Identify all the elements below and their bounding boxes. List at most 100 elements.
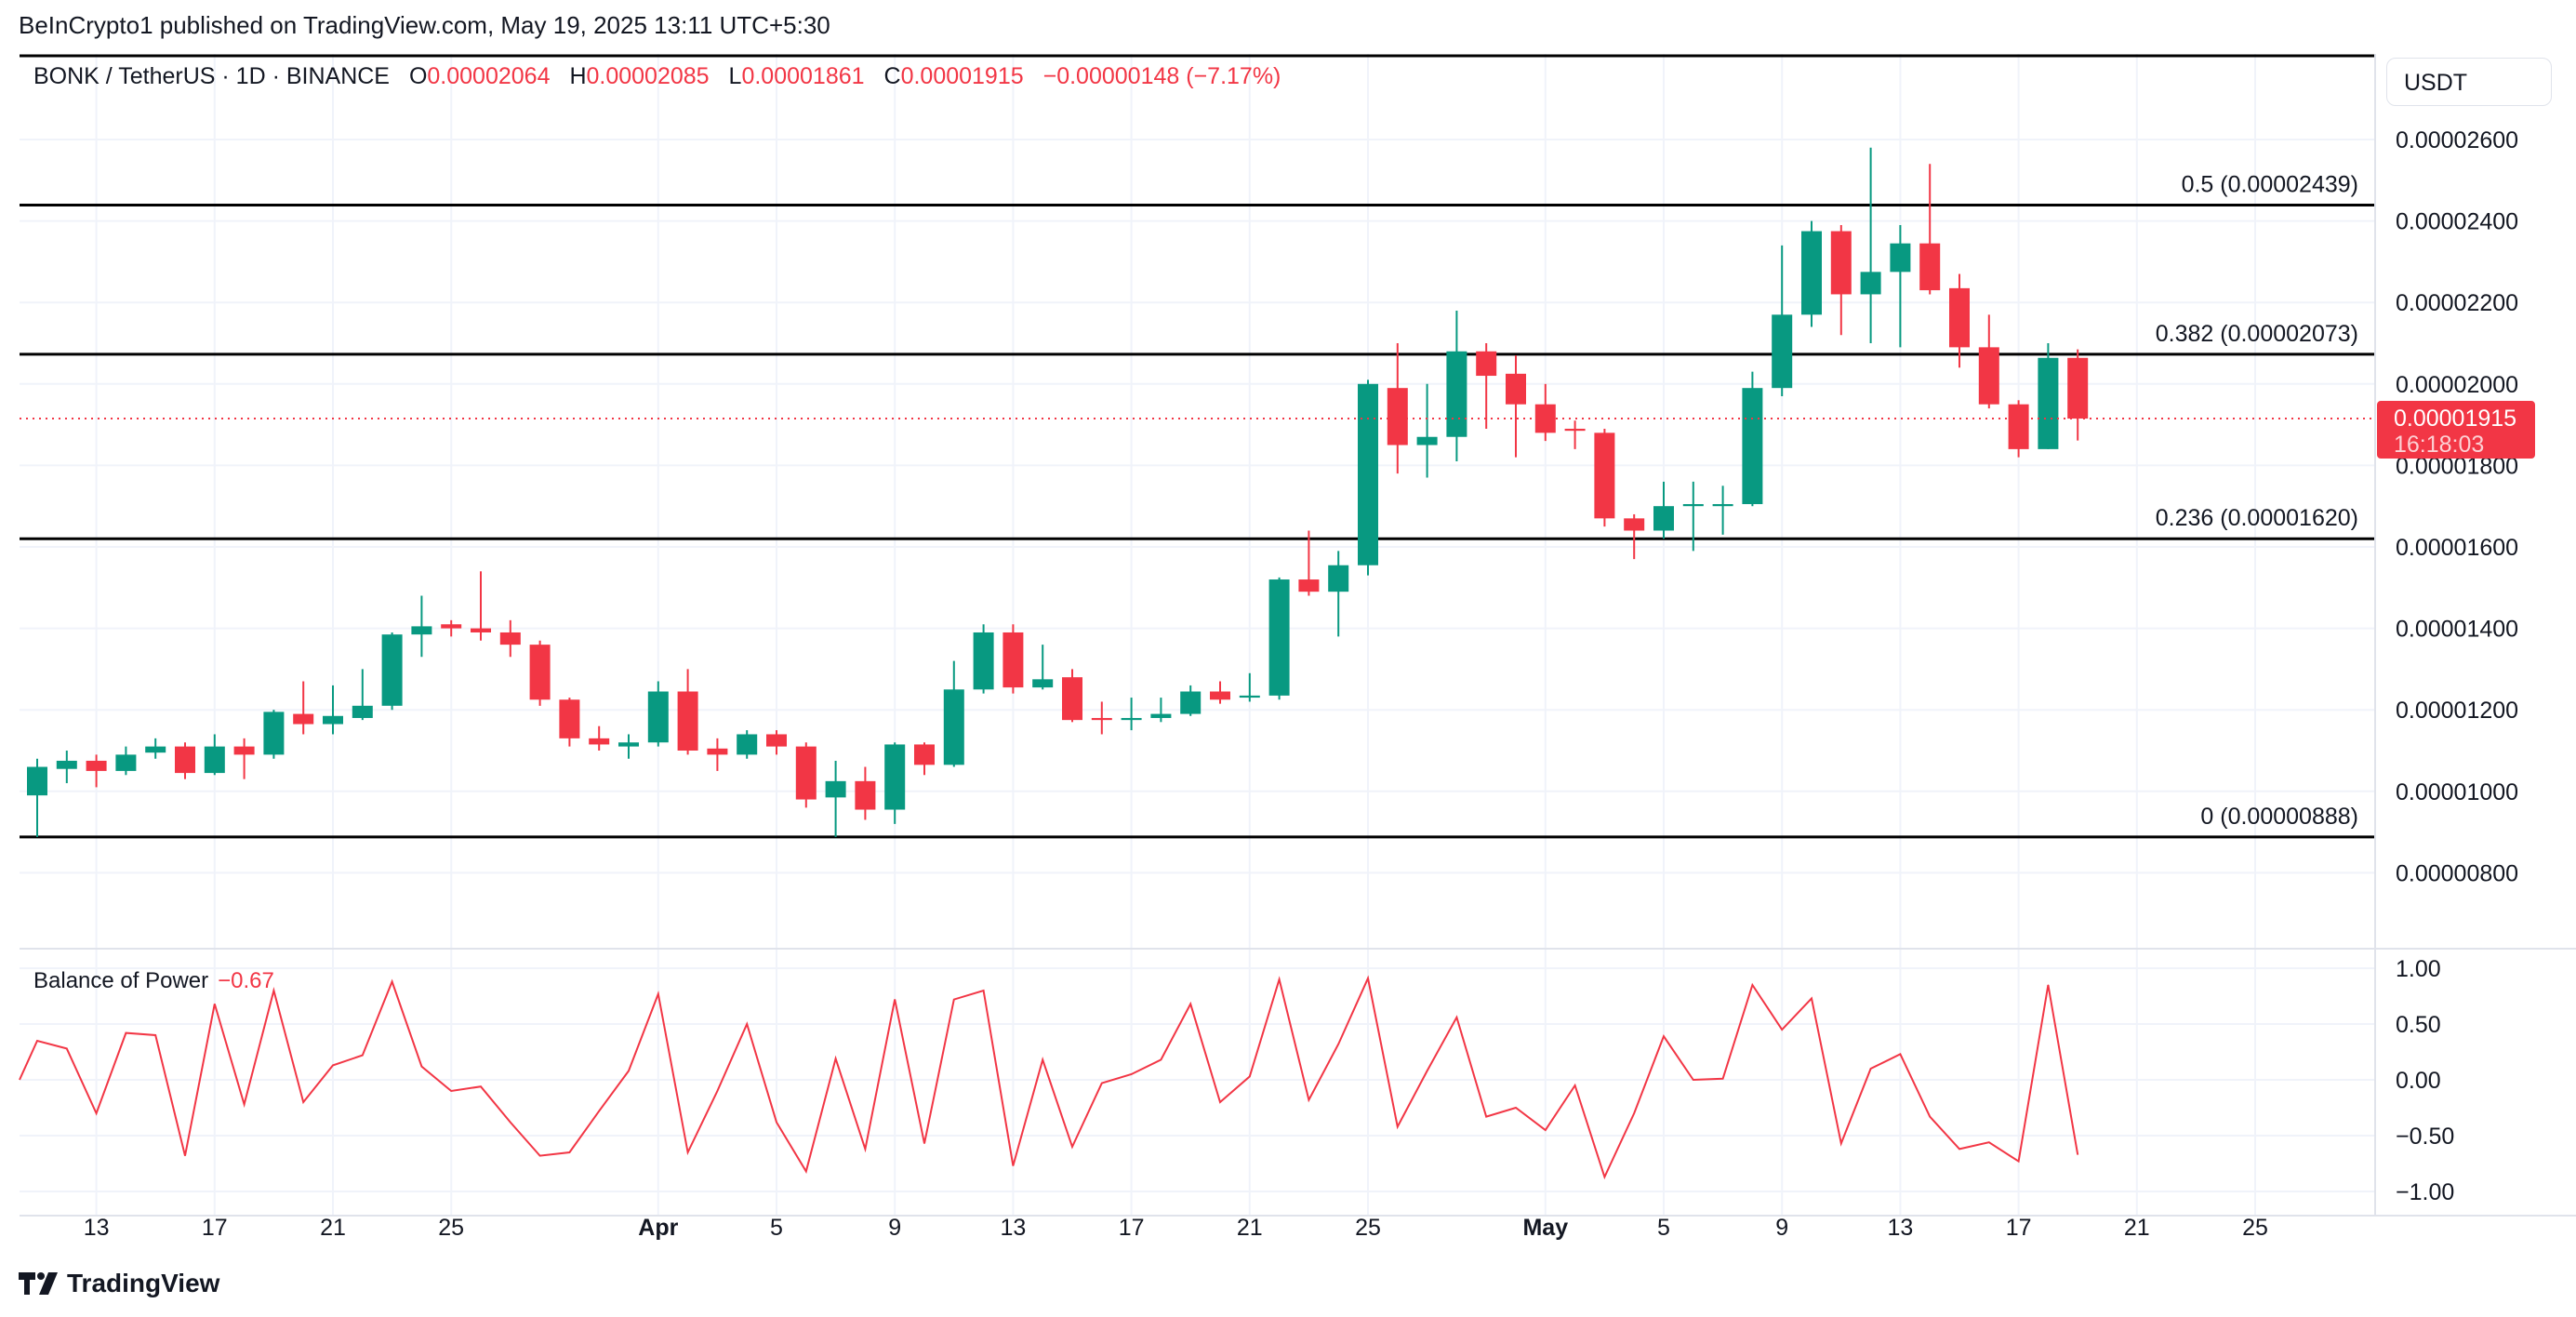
candle-up: [1180, 691, 1202, 714]
fib-level-label: 0 (0.00000888): [2200, 804, 2358, 830]
bop-point: [1663, 1035, 1665, 1037]
bop-point: [805, 1170, 807, 1172]
candle-down: [677, 691, 698, 751]
time-tick-label: 21: [2124, 1215, 2150, 1241]
candle-up: [1801, 231, 1822, 315]
candle-down: [441, 624, 462, 629]
candle-up: [1358, 383, 1378, 565]
time-tick-label: 17: [1119, 1215, 1145, 1241]
bop-point: [716, 1090, 718, 1092]
time-tick-label: 21: [1237, 1215, 1263, 1241]
candle-down: [233, 746, 255, 755]
fib-level-label: 0.236 (0.00001620): [2156, 505, 2358, 531]
candle-up: [204, 746, 225, 774]
candle-down: [1564, 428, 1586, 432]
candle-down: [1062, 677, 1082, 721]
candle-up: [1032, 679, 1054, 688]
time-tick-label: 13: [1000, 1215, 1026, 1241]
price-tick-label: 0.00001600: [2396, 535, 2518, 561]
bop-point: [1870, 1068, 1872, 1070]
bop-point: [568, 1151, 570, 1153]
low-label: L: [728, 63, 742, 89]
time-tick-label: 17: [202, 1215, 228, 1241]
bop-point: [332, 1064, 334, 1066]
bop-title[interactable]: Balance of Power: [33, 968, 209, 993]
candle-up: [1772, 314, 1793, 389]
time-tick-label: 5: [1657, 1215, 1670, 1241]
close-value: 0.00001915: [900, 63, 1024, 89]
bop-point: [510, 1122, 511, 1124]
bop-point: [2047, 984, 2049, 986]
candle-up: [647, 691, 669, 743]
candle-down: [1476, 351, 1497, 377]
bop-point: [1840, 1142, 1842, 1144]
price-tick-label: 0.00002600: [2396, 127, 2518, 153]
symbol-title[interactable]: BONK / TetherUS · 1D · BINANCE: [33, 63, 390, 89]
candle-down: [175, 746, 195, 774]
high-value: 0.00002085: [586, 63, 710, 89]
fib-level-label: 0.5 (0.00002439): [2182, 172, 2358, 198]
bop-value: −0.67: [218, 968, 274, 993]
candle-down: [471, 628, 491, 632]
bop-point: [1515, 1107, 1517, 1109]
candle-up: [381, 634, 403, 706]
bop-point: [1929, 1116, 1931, 1118]
candle-up: [1682, 504, 1704, 507]
candle-up: [27, 766, 47, 796]
bop-point: [1308, 1099, 1309, 1101]
candle-up: [56, 760, 77, 769]
bop-point: [1485, 1116, 1487, 1118]
candle-down: [1003, 632, 1024, 688]
candle-up: [1328, 565, 1349, 592]
open-value: 0.00002064: [427, 63, 551, 89]
time-tick-label: 9: [1775, 1215, 1788, 1241]
candle-down: [499, 632, 521, 645]
price-tick-label: 0.00002200: [2396, 290, 2518, 316]
currency-button[interactable]: USDT: [2386, 58, 2552, 106]
bop-point: [1959, 1148, 1960, 1150]
candle-up: [1121, 717, 1142, 721]
time-tick-label: Apr: [638, 1215, 678, 1241]
candle-up: [973, 632, 994, 690]
time-tick-label: 13: [1887, 1215, 1913, 1241]
candle-up: [263, 712, 285, 755]
low-value: 0.00001861: [741, 63, 865, 89]
candle-down: [1594, 432, 1615, 519]
candle-down: [1534, 404, 1556, 433]
candle-down: [589, 738, 610, 745]
publish-info: BeInCrypto1 published on TradingView.com…: [19, 11, 830, 39]
bop-point: [1574, 1084, 1576, 1086]
candle-up: [145, 746, 166, 753]
close-label: C: [883, 63, 901, 89]
bop-point: [1279, 978, 1281, 980]
bop-point: [1160, 1058, 1162, 1060]
time-tick-label: 25: [2242, 1215, 2268, 1241]
candle-down: [1091, 717, 1112, 721]
last-price-badge: [2377, 401, 2535, 459]
candle-down: [529, 645, 551, 700]
candle-down: [559, 699, 580, 738]
candle-down: [2067, 357, 2089, 419]
tradingview-logo[interactable]: TradingView: [19, 1269, 219, 1298]
bop-point: [1071, 1146, 1073, 1148]
candle-up: [618, 742, 639, 747]
bop-point: [420, 1066, 422, 1068]
bop-point: [1751, 984, 1753, 986]
bop-tick-label: −0.50: [2396, 1124, 2454, 1150]
candle-up: [1416, 436, 1438, 446]
candle-down: [1919, 243, 1941, 291]
candle-down: [914, 744, 935, 765]
price-axis-bg: [2374, 19, 2576, 1256]
fib-level-label: 0.382 (0.00002073): [2156, 321, 2358, 347]
candle-down: [1506, 373, 1526, 405]
symbol-legend: BONK / TetherUS · 1D · BINANCE O0.000020…: [33, 63, 1281, 90]
candle-up: [884, 744, 906, 810]
bop-tick-label: −1.00: [2396, 1179, 2454, 1205]
open-label: O: [408, 63, 428, 89]
bop-point: [1012, 1164, 1014, 1166]
last-price-label: 0.00001915: [2394, 406, 2516, 432]
bop-point: [1899, 1053, 1901, 1055]
price-tick-label: 0.00001000: [2396, 779, 2518, 805]
candle-up: [737, 734, 758, 755]
